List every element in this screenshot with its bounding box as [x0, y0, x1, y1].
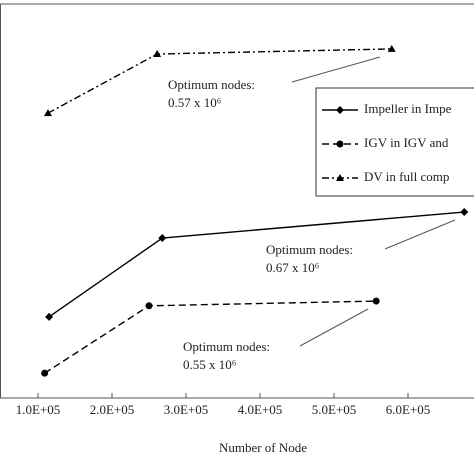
marker	[158, 234, 167, 243]
annotation: Optimum nodes:	[168, 77, 255, 92]
legend-label: DV in full comp	[364, 169, 449, 184]
marker	[43, 109, 52, 117]
marker	[145, 302, 153, 310]
annotation: Optimum nodes:	[266, 242, 353, 257]
legend-marker	[336, 106, 344, 114]
legend-label: IGV in IGV and	[364, 135, 449, 150]
marker	[460, 208, 469, 217]
annotation-arrow	[299, 308, 369, 347]
x-tick-label: 1.0E+05	[16, 402, 61, 417]
legend-marker	[336, 140, 344, 148]
marker	[387, 44, 396, 52]
legend-label: Impeller in Impe	[364, 101, 452, 116]
annotation-arrow	[291, 56, 381, 83]
x-tick-label: 5.0E+05	[312, 402, 357, 417]
marker	[45, 312, 54, 321]
annotation: 0.67 x 10⁶	[266, 260, 319, 275]
annotation: Optimum nodes:	[183, 339, 270, 354]
annotation-arrow	[384, 219, 456, 250]
x-tick-label: 6.0E+05	[386, 402, 431, 417]
x-tick-label: 3.0E+05	[164, 402, 209, 417]
annotation: 0.57 x 10⁶	[168, 95, 221, 110]
marker	[153, 50, 162, 58]
x-tick-label: 4.0E+05	[238, 402, 283, 417]
x-tick-label: 2.0E+05	[90, 402, 135, 417]
legend-marker	[336, 174, 344, 181]
marker	[372, 297, 380, 305]
annotation: 0.55 x 10⁶	[183, 357, 236, 372]
x-axis-label: Number of Node	[219, 440, 307, 455]
marker	[41, 369, 49, 377]
plot-frame	[0, 3, 474, 399]
